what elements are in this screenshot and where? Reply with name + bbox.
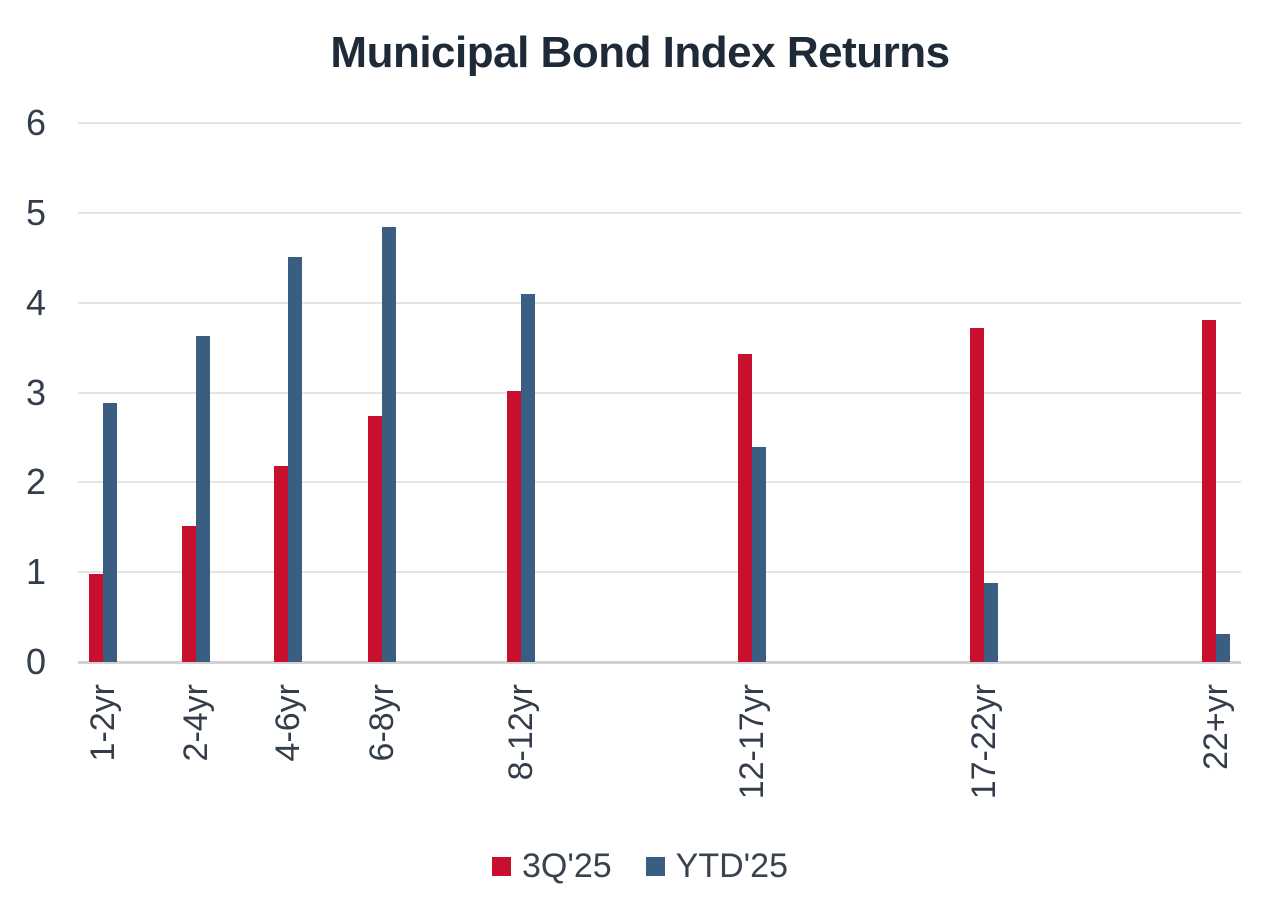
bar-3q25-12yr: [88, 573, 103, 662]
gridline: [78, 211, 1241, 214]
y-tick-label: 0: [25, 641, 46, 682]
y-tick-label: 1: [25, 551, 46, 593]
y-tick-label: 4: [25, 281, 46, 323]
x-tick-label: 2-4yr: [177, 684, 216, 762]
x-tick-label: 12-17yr: [732, 684, 771, 800]
bar-ytd25-812yr: [520, 293, 535, 662]
legend-swatch-icon: [645, 856, 665, 876]
bar-3q25-24yr: [182, 526, 197, 662]
x-tick-label: 4-6yr: [269, 684, 308, 762]
y-tick-label: 3: [25, 371, 46, 413]
legend-item: 3Q'25: [492, 846, 612, 886]
legend: 3Q'25 YTD'25: [0, 846, 1280, 886]
bar-ytd25-1722yr: [983, 582, 998, 662]
bar-ytd25-1217yr: [751, 447, 766, 662]
plot-area: [78, 122, 1241, 664]
bar-3q25-46yr: [274, 466, 289, 662]
bar-ytd25-68yr: [382, 227, 396, 662]
x-tick-label: 22+yr: [1196, 684, 1235, 770]
legend-swatch-icon: [492, 856, 511, 876]
legend-item: YTD'25: [645, 846, 788, 886]
chart-title: Municipal Bond Index Returns: [330, 28, 950, 77]
bar-3q25-22yr: [1201, 319, 1216, 662]
legend-label: 3Q'25: [522, 847, 612, 885]
bar-ytd25-12yr: [102, 403, 117, 662]
gridline: [78, 571, 1241, 574]
gridline: [78, 481, 1241, 484]
x-axis-line: [78, 661, 1241, 664]
bar-3q25-1722yr: [969, 327, 984, 662]
bar-ytd25-46yr: [288, 256, 303, 662]
x-tick-label: 8-12yr: [501, 684, 540, 781]
y-tick-label: 2: [25, 461, 46, 503]
gridline: [78, 301, 1241, 304]
gridline: [78, 391, 1241, 394]
bar-3q25-1217yr: [737, 353, 752, 662]
gridline: [78, 122, 1241, 124]
x-tick-label: 17-22yr: [964, 684, 1003, 800]
x-tick-label: 6-8yr: [363, 684, 401, 762]
y-tick-label: 6: [25, 102, 46, 143]
bar-3q25-812yr: [506, 390, 521, 662]
bar-ytd25-24yr: [196, 335, 211, 662]
y-tick-label: 5: [25, 191, 46, 233]
bar-3q25-68yr: [368, 415, 382, 662]
legend-label: YTD'25: [675, 847, 788, 885]
x-tick-label: 1-2yr: [83, 684, 122, 762]
bar-ytd25-22yr: [1215, 634, 1230, 662]
